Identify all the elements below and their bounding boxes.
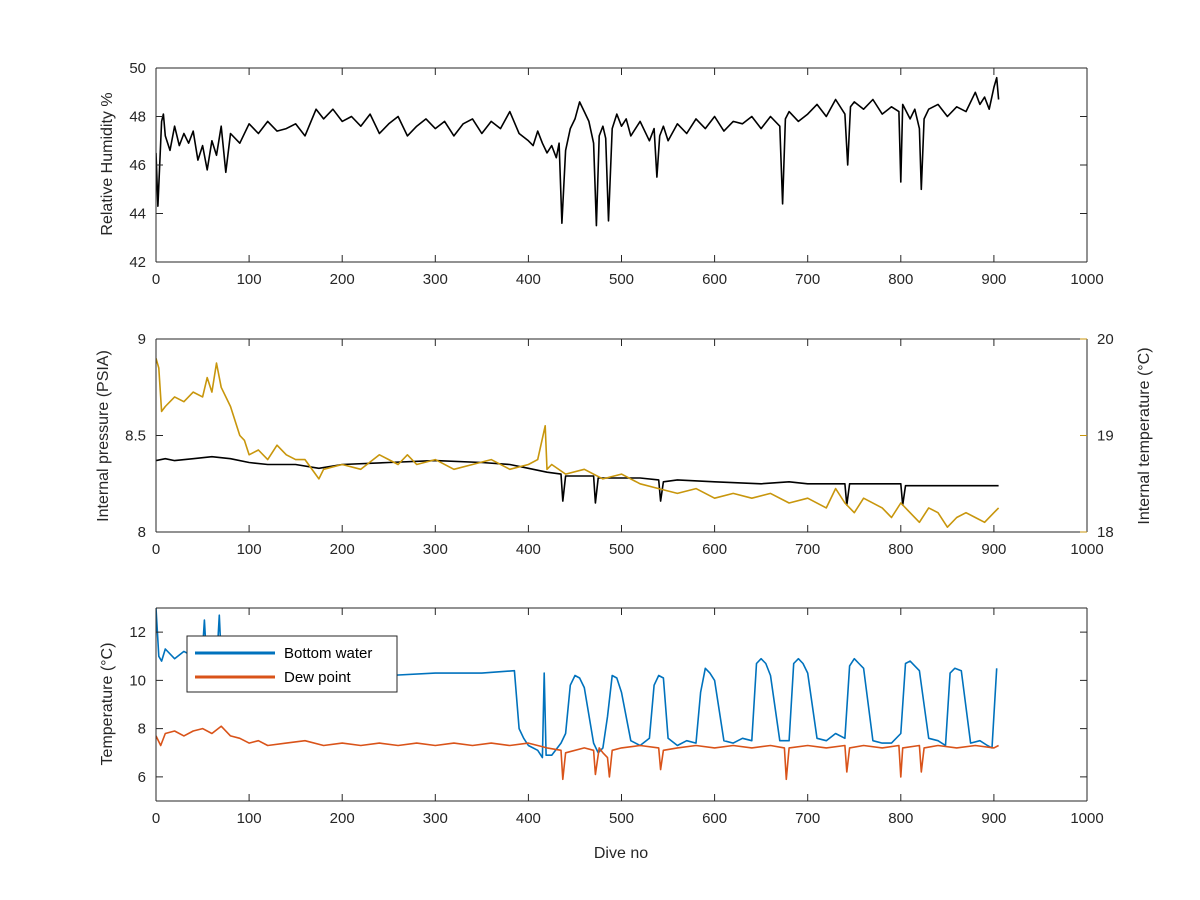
temperature-xtick-label-0: 0 bbox=[152, 810, 160, 827]
pressure-xtick-label-8: 800 bbox=[888, 541, 913, 558]
panel-humidity: Relative Humidity % 0 100 200 300 400 500 600 7… bbox=[99, 60, 1104, 288]
pressure-xtick-label-10: 1000 bbox=[1070, 541, 1103, 558]
pressure-ylabel: Internal pressure (PSIA) bbox=[95, 350, 112, 522]
temperature-xtick-label-4: 400 bbox=[516, 810, 541, 827]
humidity-xtick-label-1: 100 bbox=[237, 271, 262, 288]
humidity-xtick-label-6: 600 bbox=[702, 271, 727, 288]
temperature-ytick-label-1: 8 bbox=[138, 721, 146, 738]
temperature-xtick-label-5: 500 bbox=[609, 810, 634, 827]
humidity-xtick-label-8: 800 bbox=[888, 271, 913, 288]
temperature-ytick-label-0: 6 bbox=[138, 769, 146, 786]
pressure-xtick-label-5: 500 bbox=[609, 541, 634, 558]
humidity-xtick-label-4: 400 bbox=[516, 271, 541, 288]
temperature-ytick-label-2: 10 bbox=[129, 672, 146, 689]
humidity-ytick-label-1: 44 bbox=[129, 206, 146, 223]
temperature-xtick-label-9: 900 bbox=[981, 810, 1006, 827]
panel-temperature: Temperature (°C) Dive no 0 100 200 300 400 50… bbox=[99, 607, 1104, 862]
pressure-ytick-label-0: 8 bbox=[138, 524, 146, 541]
temperature-series-1-line bbox=[156, 725, 999, 781]
pressure-series-0-line bbox=[156, 455, 999, 506]
humidity-xtick-label-0: 0 bbox=[152, 271, 160, 288]
legend-label-0: Bottom water bbox=[284, 645, 372, 662]
pressure-xtick-label-9: 900 bbox=[981, 541, 1006, 558]
humidity-ytick-label-2: 46 bbox=[129, 157, 146, 174]
pressure-ytick-r-label-1: 19 bbox=[1097, 428, 1114, 445]
humidity-ytick-label-4: 50 bbox=[129, 60, 146, 77]
humidity-series-0-line bbox=[156, 76, 1000, 227]
temperature-ytick-label-3: 12 bbox=[129, 624, 146, 641]
temperature-xtick-label-7: 700 bbox=[795, 810, 820, 827]
internal-temperature-ylabel: Internal temperature (°C) bbox=[1136, 347, 1153, 524]
legend: Bottom water Dew point bbox=[186, 635, 398, 693]
temperature-xtick-label-8: 800 bbox=[888, 810, 913, 827]
temperature-xtick-label-3: 300 bbox=[423, 810, 448, 827]
pressure-series-1-line bbox=[156, 358, 1000, 528]
humidity-ytick-label-3: 48 bbox=[129, 109, 146, 126]
humidity-xtick-label-2: 200 bbox=[330, 271, 355, 288]
temperature-xtick-label-2: 200 bbox=[330, 810, 355, 827]
pressure-ytick-label-2: 9 bbox=[138, 331, 146, 348]
legend-label-1: Dew point bbox=[284, 669, 352, 686]
pressure-ytick-label-1: 8.5 bbox=[125, 428, 146, 445]
pressure-ytick-r-label-2: 20 bbox=[1097, 331, 1114, 348]
pressure-xtick-label-7: 700 bbox=[795, 541, 820, 558]
legend-box bbox=[186, 635, 398, 693]
pressure-xtick-label-0: 0 bbox=[152, 541, 160, 558]
humidity-ytick-label-0: 42 bbox=[129, 254, 146, 271]
temperature-xtick-label-10: 1000 bbox=[1070, 810, 1103, 827]
dive-no-xlabel: Dive no bbox=[594, 845, 648, 862]
pressure-xtick-label-4: 400 bbox=[516, 541, 541, 558]
temperature-xtick-label-6: 600 bbox=[702, 810, 727, 827]
humidity-ylabel: Relative Humidity % bbox=[99, 92, 116, 235]
temperature-ylabel: Temperature (°C) bbox=[99, 643, 116, 766]
pressure-ytick-r-label-0: 18 bbox=[1097, 524, 1114, 541]
pressure-xtick-label-6: 600 bbox=[702, 541, 727, 558]
humidity-xtick-label-10: 1000 bbox=[1070, 271, 1103, 288]
humidity-xtick-label-5: 500 bbox=[609, 271, 634, 288]
humidity-xtick-label-3: 300 bbox=[423, 271, 448, 288]
humidity-xtick-label-7: 700 bbox=[795, 271, 820, 288]
pressure-xtick-label-2: 200 bbox=[330, 541, 355, 558]
temperature-xtick-label-1: 100 bbox=[237, 810, 262, 827]
panel-pressure: Internal pressure (PSIA) Internal temper… bbox=[95, 331, 1153, 558]
pressure-xtick-label-1: 100 bbox=[237, 541, 262, 558]
pressure-xtick-label-3: 300 bbox=[423, 541, 448, 558]
humidity-xtick-label-9: 900 bbox=[981, 271, 1006, 288]
